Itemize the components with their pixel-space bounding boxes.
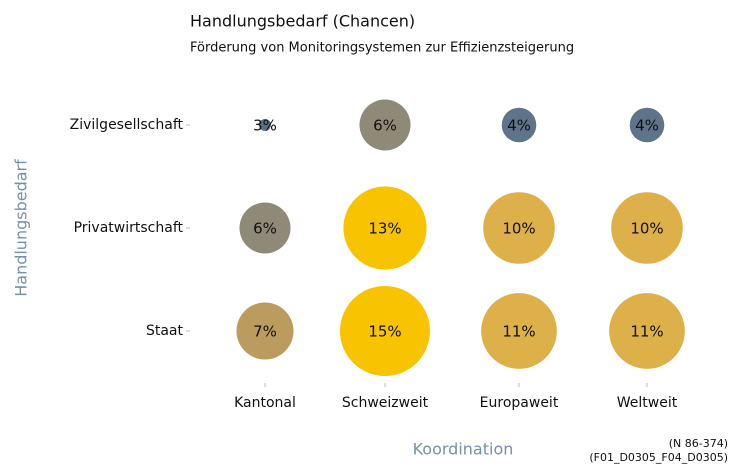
data-label: 4%	[507, 117, 531, 135]
note: (N 86-374)	[669, 437, 728, 450]
data-label: 4%	[635, 117, 659, 135]
y-tick-label: Zivilgesellschaft	[70, 117, 184, 133]
data-label: 13%	[368, 220, 401, 238]
data-label: 6%	[373, 117, 397, 135]
bubble	[611, 192, 683, 264]
bubble	[359, 99, 411, 151]
bubble	[481, 293, 557, 369]
bubble	[236, 302, 294, 360]
y-axis-title: Handlungsbedarf	[12, 159, 31, 297]
data-label: 11%	[502, 323, 535, 341]
data-label: 10%	[502, 220, 535, 238]
bubble	[340, 286, 430, 376]
x-tick-label: Kantonal	[234, 395, 296, 411]
x-axis-title: Koordination	[413, 440, 514, 459]
bubble	[259, 119, 271, 131]
x-tick-label: Europaweit	[480, 395, 559, 411]
data-label: 7%	[253, 323, 277, 341]
data-label: 10%	[630, 220, 663, 238]
bubble	[483, 192, 555, 264]
x-tick-label: Weltweit	[617, 395, 678, 411]
bubble	[629, 107, 665, 143]
y-tick-label: Privatwirtschaft	[74, 220, 184, 236]
data-label: 3%	[253, 117, 277, 135]
data-label: 15%	[368, 323, 401, 341]
bubble	[239, 202, 291, 254]
bubble	[609, 293, 685, 369]
data-label: 6%	[253, 220, 277, 238]
bubble	[501, 107, 537, 143]
y-tick-label: Staat	[146, 323, 184, 339]
chart-title: Handlungsbedarf (Chancen)	[190, 12, 415, 31]
note: (F01_D0305_F04_D0305)	[589, 451, 728, 464]
bubble	[343, 186, 427, 270]
data-label: 11%	[630, 323, 663, 341]
x-tick-label: Schweizweit	[342, 395, 429, 411]
chart-subtitle: Förderung von Monitoringsystemen zur Eff…	[190, 41, 574, 56]
